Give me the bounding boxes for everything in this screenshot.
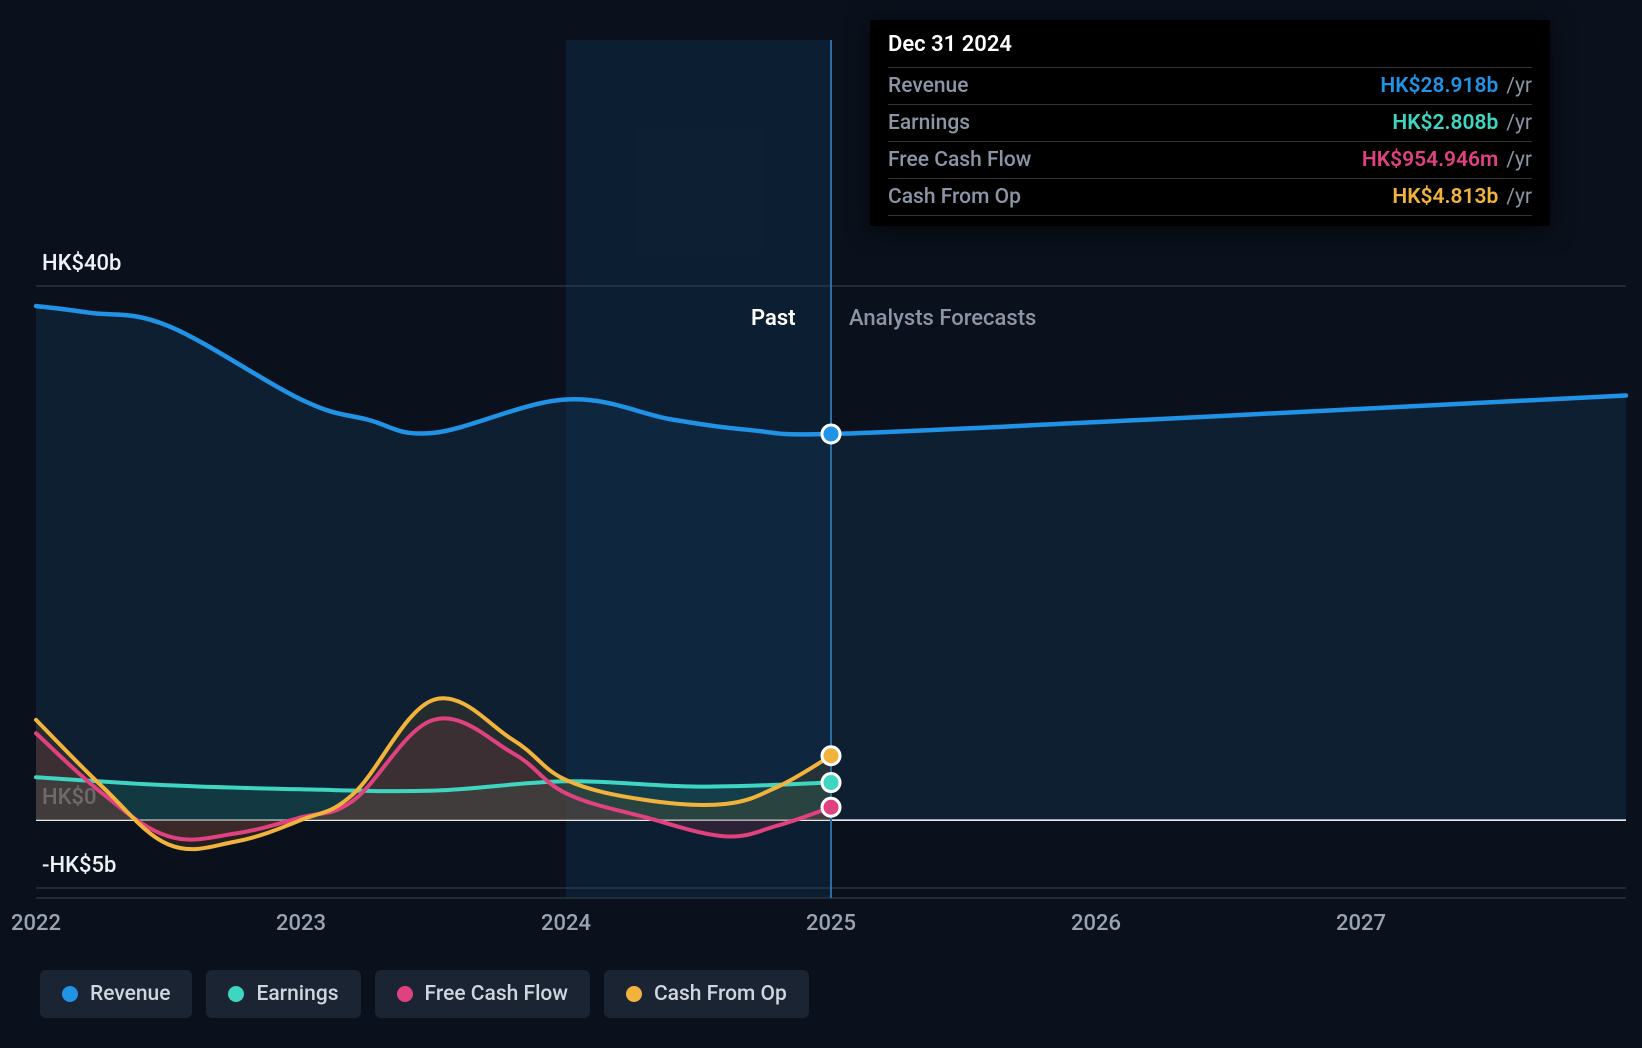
- legend-item-label: Revenue: [90, 982, 170, 1006]
- x-axis-label: 2023: [276, 911, 326, 936]
- legend-dot-icon: [228, 986, 244, 1002]
- section-label-past: Past: [751, 306, 796, 331]
- x-axis-label: 2022: [11, 911, 61, 936]
- tooltip-row-suffix: /yr: [1506, 148, 1532, 172]
- legend-item-label: Free Cash Flow: [425, 982, 568, 1006]
- tooltip-row-value: HK$2.808b: [1392, 111, 1498, 135]
- tooltip-row: Cash From Op HK$4.813b/yr: [888, 179, 1532, 216]
- legend-item-revenue[interactable]: Revenue: [40, 970, 192, 1018]
- tooltip-row-label: Cash From Op: [888, 185, 1021, 209]
- tooltip-row-suffix: /yr: [1506, 74, 1532, 98]
- tooltip-row-value: HK$28.918b: [1380, 74, 1498, 98]
- legend-dot-icon: [626, 986, 642, 1002]
- x-axis-label: 2025: [806, 911, 856, 936]
- chart-tooltip: Dec 31 2024 RevenueHK$28.918b/yrEarnings…: [870, 20, 1550, 226]
- tooltip-row-label: Earnings: [888, 111, 970, 135]
- series-marker-earnings[interactable]: [822, 774, 840, 792]
- tooltip-row-label: Revenue: [888, 74, 968, 98]
- tooltip-row-value: HK$4.813b: [1392, 185, 1498, 209]
- tooltip-row: Earnings HK$2.808b/yr: [888, 105, 1532, 142]
- legend-dot-icon: [62, 986, 78, 1002]
- legend-item-cash-from-op[interactable]: Cash From Op: [604, 970, 809, 1018]
- y-axis-label: -HK$5b: [42, 853, 116, 878]
- financial-chart: HK$40bHK$0-HK$5b202220232024202520262027…: [0, 0, 1642, 1048]
- x-axis-label: 2024: [541, 911, 591, 936]
- legend-item-label: Earnings: [256, 982, 338, 1006]
- tooltip-row-value: HK$954.946m: [1362, 148, 1498, 172]
- y-axis-label: HK$40b: [42, 251, 121, 276]
- tooltip-row: Free Cash Flow HK$954.946m/yr: [888, 142, 1532, 179]
- legend-item-label: Cash From Op: [654, 982, 787, 1006]
- series-marker-cfo[interactable]: [822, 747, 840, 765]
- x-axis-label: 2027: [1336, 911, 1386, 936]
- x-axis-label: 2026: [1071, 911, 1121, 936]
- legend-item-free-cash-flow[interactable]: Free Cash Flow: [375, 970, 590, 1018]
- chart-legend: Revenue Earnings Free Cash Flow Cash From O…: [40, 970, 809, 1018]
- tooltip-row-label: Free Cash Flow: [888, 148, 1031, 172]
- tooltip-row: Revenue HK$28.918b/yr: [888, 68, 1532, 105]
- legend-dot-icon: [397, 986, 413, 1002]
- tooltip-row-suffix: /yr: [1506, 185, 1532, 209]
- section-label-forecast: Analysts Forecasts: [849, 306, 1036, 331]
- tooltip-header: Dec 31 2024: [888, 32, 1532, 68]
- legend-item-earnings[interactable]: Earnings: [206, 970, 360, 1018]
- tooltip-row-suffix: /yr: [1506, 111, 1532, 135]
- series-marker-revenue[interactable]: [822, 425, 840, 443]
- series-marker-fcf[interactable]: [822, 798, 840, 816]
